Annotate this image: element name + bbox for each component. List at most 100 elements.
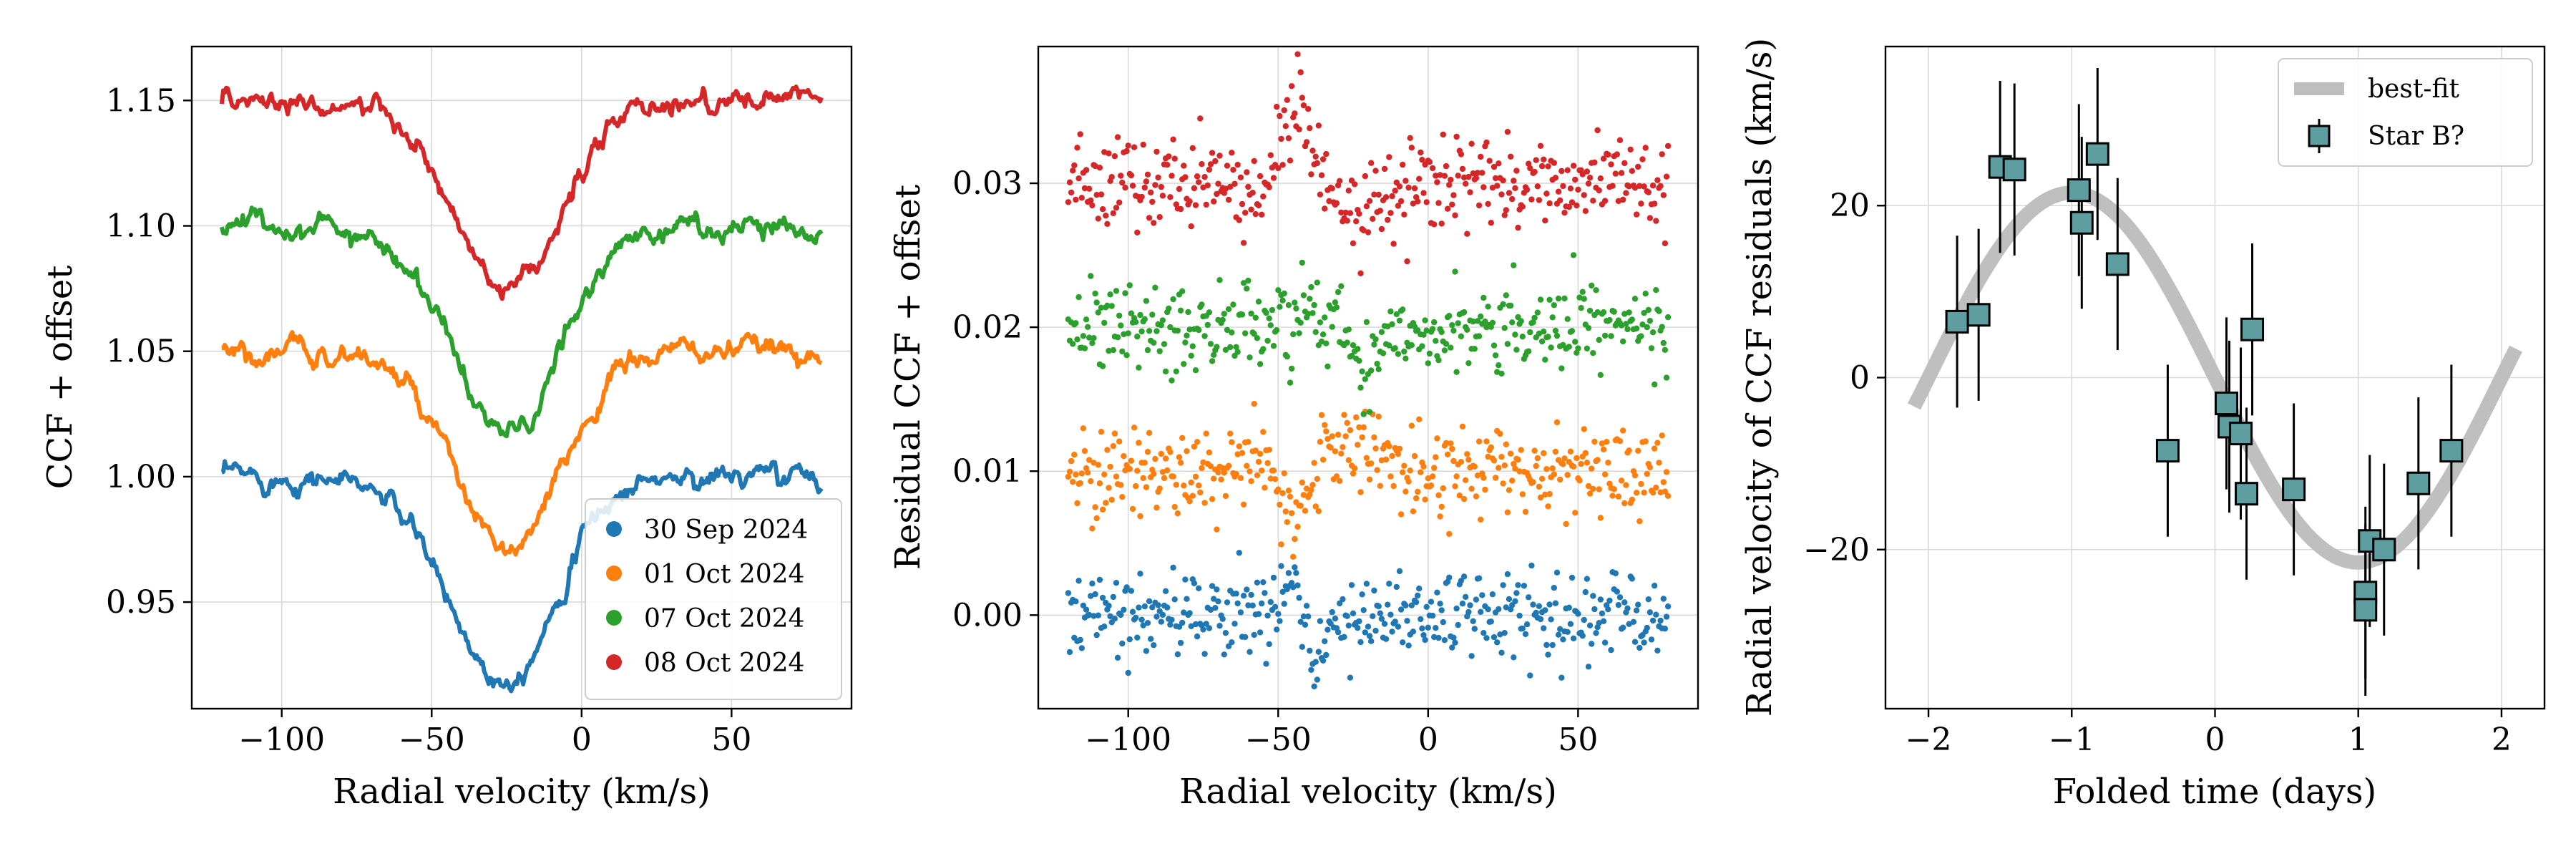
- residual-point: [1307, 296, 1313, 302]
- residual-point: [1498, 649, 1505, 656]
- residual-point: [1113, 473, 1120, 480]
- residual-point: [1455, 320, 1461, 326]
- residual-point: [1463, 477, 1469, 483]
- residual-point: [1356, 357, 1362, 364]
- residual-point: [1545, 651, 1551, 658]
- residual-point: [1397, 606, 1405, 613]
- residual-point: [1146, 215, 1153, 221]
- residual-point: [1209, 583, 1216, 589]
- residual-point: [1449, 445, 1455, 452]
- residual-point: [1501, 325, 1508, 331]
- residual-point: [1653, 611, 1659, 618]
- residual-point: [1152, 182, 1158, 188]
- residual-xlabel: Radial velocity (km/s): [1179, 772, 1557, 812]
- residual-point: [1468, 653, 1475, 659]
- residual-point: [1359, 368, 1365, 374]
- residual-point: [1638, 333, 1644, 339]
- residual-point: [1264, 612, 1271, 619]
- residual-point: [1531, 168, 1538, 175]
- residual-point: [1092, 162, 1098, 170]
- residual-point: [1450, 634, 1457, 641]
- residual-point: [1522, 508, 1529, 515]
- residual-point: [1351, 181, 1358, 188]
- residual-point: [1649, 183, 1657, 189]
- residual-point: [1344, 218, 1350, 224]
- residual-point: [1116, 199, 1123, 205]
- residual-point: [1257, 173, 1264, 180]
- residual-point: [1281, 601, 1287, 607]
- residual-point: [1126, 465, 1133, 472]
- residual-point: [1395, 451, 1402, 457]
- residual-point: [1103, 500, 1109, 506]
- residual-point: [1471, 463, 1478, 470]
- residual-point: [1327, 445, 1334, 451]
- residual-point: [1074, 336, 1080, 343]
- residual-point: [1599, 440, 1606, 447]
- residual-point: [1368, 367, 1375, 374]
- p1-ytick-label: 0.95: [106, 584, 176, 621]
- residual-point: [1344, 613, 1350, 619]
- residual-point: [1464, 326, 1470, 333]
- residual-point: [1626, 309, 1632, 316]
- residual-point: [1264, 460, 1271, 467]
- residual-point: [1511, 178, 1517, 184]
- residual-point: [1600, 309, 1607, 316]
- residual-point: [1418, 469, 1424, 475]
- residual-point: [1542, 607, 1548, 613]
- residual-point: [1511, 654, 1517, 661]
- residual-point: [1400, 161, 1406, 168]
- residual-point: [1362, 629, 1369, 636]
- residual-point: [1415, 327, 1421, 334]
- residual-point: [1221, 651, 1228, 658]
- p2-xtick-label: 50: [1558, 722, 1598, 758]
- residual-point: [1305, 613, 1312, 620]
- residual-point: [1639, 156, 1646, 162]
- residual-point: [1317, 319, 1324, 326]
- residual-point: [1254, 579, 1261, 586]
- residual-point: [1173, 482, 1180, 488]
- residual-point: [1519, 491, 1526, 498]
- residual-point: [1489, 319, 1496, 326]
- residual-point: [1086, 334, 1093, 341]
- residual-point: [1578, 305, 1584, 311]
- residual-point: [1259, 467, 1265, 474]
- residual-point: [1242, 634, 1249, 641]
- residual-point: [1621, 500, 1628, 507]
- residual-point: [1438, 329, 1445, 336]
- p3-ytick-label: 20: [1830, 188, 1870, 224]
- residual-point: [1377, 208, 1384, 214]
- residual-point: [1456, 492, 1463, 499]
- residual-point: [1423, 603, 1430, 610]
- residual-point: [1171, 155, 1178, 162]
- residual-point: [1302, 508, 1309, 514]
- residual-point: [1370, 613, 1376, 619]
- residual-point: [1073, 598, 1079, 605]
- residual-point: [1169, 616, 1175, 623]
- residual-point: [1240, 501, 1247, 508]
- residual-point: [1378, 225, 1385, 233]
- residual-point: [1626, 183, 1632, 190]
- residual-point: [1288, 83, 1295, 89]
- residual-point: [1219, 316, 1226, 323]
- residual-point: [1629, 168, 1635, 174]
- ccf-ylabel: CCF + offset: [40, 266, 80, 490]
- residual-point: [1356, 618, 1362, 625]
- residual-point: [1088, 478, 1094, 485]
- residual-point: [1246, 649, 1253, 655]
- residual-point: [1133, 614, 1139, 621]
- residual-point: [1552, 600, 1559, 606]
- residual-point: [1218, 476, 1224, 482]
- residual-point: [1341, 412, 1347, 418]
- residual-point: [1494, 183, 1501, 189]
- residual-point: [1463, 180, 1469, 187]
- residual-point: [1224, 162, 1231, 169]
- residual-point: [1156, 214, 1163, 220]
- residual-point: [1649, 617, 1657, 624]
- residual-point: [1443, 440, 1450, 447]
- rv-xlabel: Folded time (days): [2053, 772, 2376, 812]
- residual-point: [1566, 203, 1572, 210]
- ccf-xlabel: Radial velocity (km/s): [333, 772, 711, 812]
- residual-point: [1464, 451, 1470, 457]
- residual-point: [1375, 366, 1382, 372]
- residual-point: [1641, 639, 1647, 646]
